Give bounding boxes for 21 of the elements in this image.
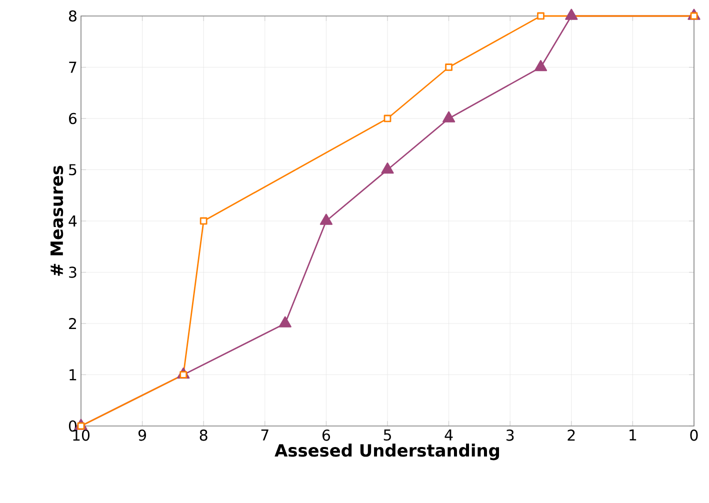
x-tick-label: 4 (444, 430, 453, 440)
x-tick-label: 8 (200, 430, 208, 441)
y-tick-label: 7 (69, 62, 76, 73)
x-tick-label: 0 (690, 430, 698, 441)
y-tick-label: 8 (68, 10, 76, 22)
x-tick-label: 7 (261, 430, 268, 440)
x-tick-label: 9 (138, 430, 146, 441)
x-tick-label: 1 (630, 430, 636, 440)
x-tick-label: 10 (73, 430, 90, 441)
x-tick-label: 5 (384, 430, 391, 441)
y-axis-title: # Measures (50, 166, 64, 276)
x-tick-label: 6 (322, 430, 330, 441)
y-tick-label: 1 (70, 369, 76, 380)
x-tick-label: 3 (506, 430, 514, 441)
y-tick-label: 4 (68, 216, 77, 226)
y-tick-label: 2 (69, 318, 76, 330)
y-tick-label: 6 (69, 112, 77, 124)
y-tick-label: 5 (69, 164, 76, 176)
x-tick-label: 2 (568, 430, 575, 441)
x-axis-title: Assesed Understanding (274, 444, 500, 460)
y-tick-label: 3 (69, 266, 76, 278)
